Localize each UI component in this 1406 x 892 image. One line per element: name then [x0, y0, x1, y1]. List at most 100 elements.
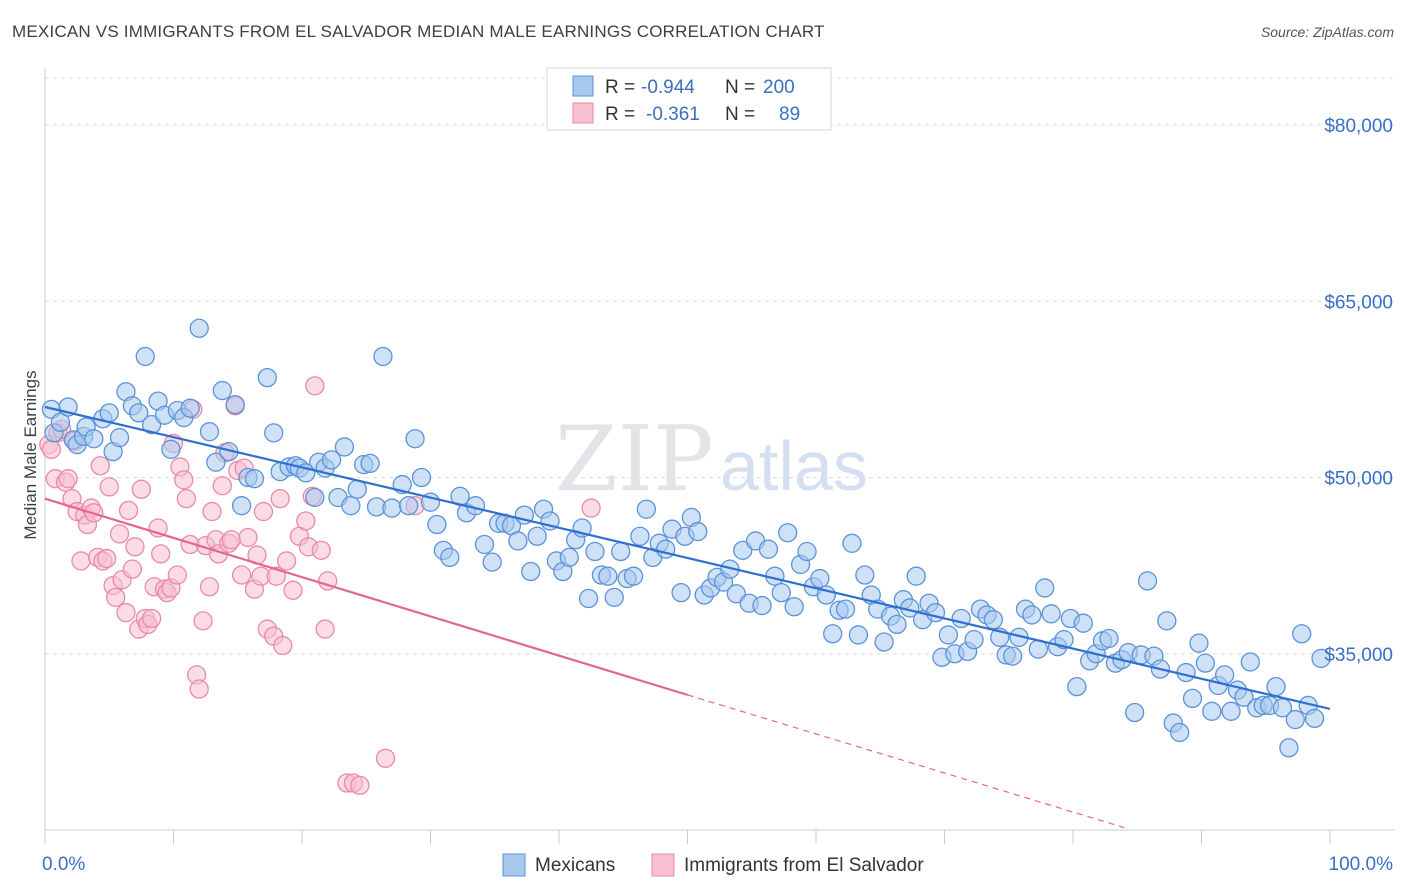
mexicans-point — [264, 423, 284, 443]
mexicans-point — [334, 437, 355, 457]
mexicans-point — [411, 467, 432, 488]
el-salvador-point — [581, 498, 601, 518]
mexicans-point — [1285, 709, 1305, 730]
mexicans-point — [1240, 652, 1260, 672]
el-salvador-point — [106, 587, 126, 607]
el-salvador-point — [167, 565, 188, 585]
mexicans-point — [1292, 624, 1312, 644]
mexicans-point — [521, 561, 541, 582]
mexicans-point — [508, 531, 528, 551]
el-salvador-point — [131, 479, 152, 499]
el-salvador-point — [41, 439, 62, 459]
mexicans-point — [373, 346, 393, 367]
mexicans-point — [84, 429, 104, 449]
mexicans-point — [656, 539, 676, 559]
legend: R = -0.944 N = 200 R = -0.361 N = 89 — [546, 67, 832, 131]
mexicans-point — [427, 514, 447, 535]
el-salvador-point — [193, 611, 213, 631]
y-tick-label: $65,000 — [1324, 292, 1393, 313]
mexicans-point — [688, 521, 708, 542]
el-salvador-point — [238, 527, 258, 548]
mexicans-point — [752, 595, 772, 616]
trend-lines — [44, 405, 1331, 829]
mexicans-point — [360, 453, 380, 474]
el-salvador-point — [270, 488, 290, 509]
x-tick-label-min: 0.0% — [42, 854, 85, 875]
mexicans-point — [321, 450, 342, 470]
mexicans-point — [906, 566, 926, 586]
legend-r-value-1: -0.944 — [641, 77, 695, 98]
mexicans-point — [784, 597, 804, 617]
mexicans-trend-line — [44, 405, 1331, 711]
x-tick-label-max: 100.0% — [1329, 854, 1394, 875]
mexicans-point — [405, 429, 425, 449]
el-salvador-point — [315, 619, 335, 639]
mexicans-point — [604, 587, 624, 607]
mexicans-point — [925, 602, 946, 623]
el-salvador-point — [189, 679, 209, 699]
y-tick-label: $35,000 — [1324, 645, 1393, 666]
chart-source: Source: ZipAtlas.com — [1260, 24, 1394, 40]
mexicans-point — [1067, 677, 1087, 697]
el-salvador-point — [125, 537, 145, 557]
mexicans-point — [585, 541, 605, 562]
series-mexicans-points — [41, 318, 1331, 758]
el-salvador-point — [142, 608, 162, 629]
mexicans-point — [135, 346, 155, 367]
mexicans-point — [1279, 738, 1299, 758]
el-salvador-point — [212, 476, 232, 496]
el-salvador-point — [296, 511, 316, 531]
bottom-legend-label-el-salvador: Immigrants from El Salvador — [684, 855, 924, 876]
mexicans-point — [382, 498, 402, 518]
legend-n-label-2: N = — [725, 104, 755, 125]
mexicans-point — [1195, 653, 1216, 673]
mexicans-point — [341, 496, 361, 516]
el-salvador-point — [199, 577, 220, 597]
el-salvador-point — [150, 544, 171, 564]
el-salvador-point — [116, 602, 136, 623]
legend-swatch-el-salvador — [572, 102, 594, 124]
mexicans-point — [1266, 677, 1286, 697]
mexicans-point — [810, 568, 830, 589]
el-salvador-point — [174, 470, 194, 490]
el-salvador-point — [90, 456, 110, 476]
mexicans-point — [399, 496, 419, 516]
el-salvador-point — [350, 775, 370, 795]
bottom-legend-swatch-el-salvador — [651, 853, 675, 877]
mexicans-point — [578, 588, 599, 609]
mexicans-point — [206, 452, 226, 472]
el-salvador-point — [118, 500, 139, 521]
mexicans-point — [983, 610, 1003, 630]
el-salvador-point — [311, 540, 331, 560]
mexicans-point — [257, 367, 277, 388]
mexicans-point — [440, 547, 460, 568]
mexicans-point — [1099, 628, 1119, 649]
watermark-atlas: atlas — [720, 427, 868, 505]
legend-n-label-1: N = — [725, 77, 755, 98]
chart-title: MEXICAN VS IMMIGRANTS FROM EL SALVADOR M… — [12, 22, 825, 41]
mexicans-point — [1054, 630, 1074, 650]
legend-r-label-1: R = — [605, 77, 635, 98]
mexicans-point — [50, 412, 71, 432]
mexicans-point — [1137, 571, 1158, 591]
mexicans-point — [1304, 708, 1325, 729]
legend-swatch-mexicans — [572, 75, 594, 97]
mexicans-point — [848, 625, 869, 645]
el-salvador-point — [253, 501, 274, 522]
y-tick-label: $50,000 — [1324, 469, 1393, 490]
el-salvador-trend-extension — [687, 694, 1125, 829]
watermark: ZIP atlas — [555, 407, 868, 512]
el-salvador-point — [99, 477, 119, 497]
mexicans-point — [1221, 701, 1241, 721]
mexicans-point — [797, 541, 817, 562]
el-salvador-point — [109, 524, 130, 544]
mexicans-point — [474, 534, 495, 555]
y-tick-label: $80,000 — [1324, 116, 1393, 137]
el-salvador-point — [58, 469, 78, 489]
mexicans-point — [855, 565, 875, 585]
mexicans-point — [1182, 688, 1203, 709]
mexicans-point — [771, 583, 791, 603]
mexicans-point — [559, 547, 579, 568]
mexicans-point — [887, 614, 907, 635]
